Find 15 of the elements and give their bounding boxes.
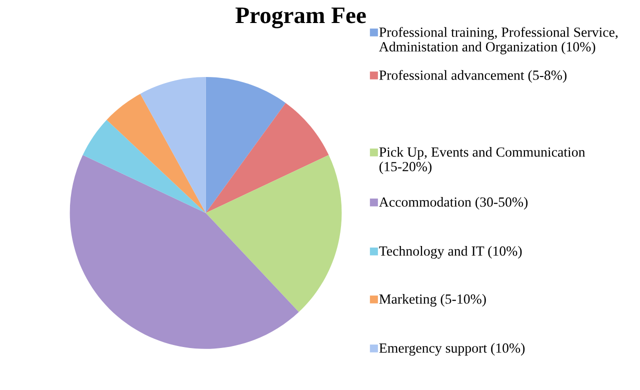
legend-label: Pick Up, Events and Communication (15-20%)	[379, 147, 586, 174]
legend-label: Professional training, Professional Service, Administation and Organization (10%)	[379, 27, 618, 54]
legend-label: Emergency support (10%)	[379, 343, 525, 356]
pie-slice	[206, 155, 342, 312]
pie-slice	[206, 102, 329, 213]
legend-label: Marketing (5-10%)	[379, 294, 486, 307]
pie-slice	[82, 120, 206, 213]
legend-label: Professional advancement (5-8%)	[379, 70, 566, 83]
legend-label: Accommodation (30-50%)	[379, 197, 528, 210]
pie-slice	[70, 155, 299, 349]
chart-title: Program Fee	[236, 8, 366, 28]
pie-slice	[206, 77, 286, 213]
pie-slice	[140, 77, 206, 213]
pie-slice	[106, 94, 206, 213]
legend-label: Technology and IT (10%)	[379, 246, 522, 259]
